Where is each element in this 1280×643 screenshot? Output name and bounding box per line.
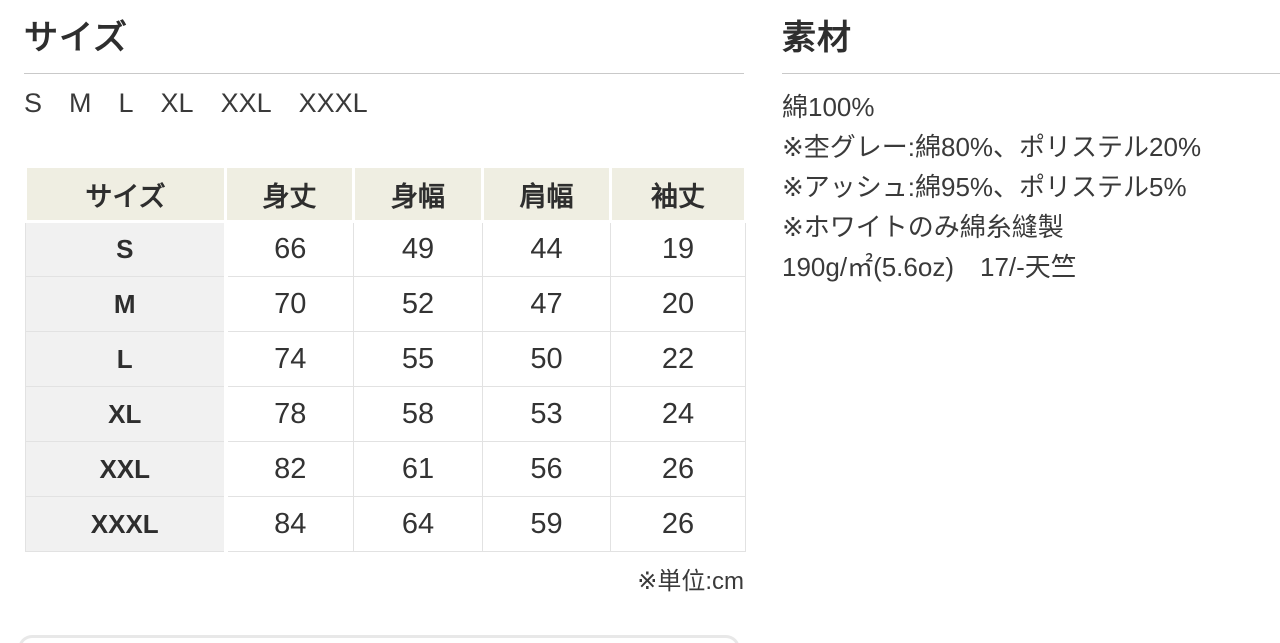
value-cell: 61 xyxy=(353,441,483,497)
table-row: XXL 82 61 56 26 xyxy=(25,441,746,497)
unit-note: ※単位:cm xyxy=(637,568,744,595)
size-options-list: S M L XL XXL XXXL xyxy=(24,88,744,119)
table-row: XL 78 58 53 24 xyxy=(25,386,746,442)
value-cell: 78 xyxy=(225,386,354,442)
value-cell: 50 xyxy=(482,331,611,387)
size-option: S xyxy=(24,88,43,118)
value-cell: 20 xyxy=(610,276,746,332)
size-chart-table: サイズ 身丈 身幅 肩幅 袖丈 S 66 49 44 19 M 70 xyxy=(24,165,747,552)
value-cell: 24 xyxy=(610,386,746,442)
size-option: L xyxy=(118,88,134,118)
material-line: 190g/㎡(5.6oz) 17/-天竺 xyxy=(782,252,1077,282)
table-row: L 74 55 50 22 xyxy=(25,331,746,387)
value-cell: 49 xyxy=(353,221,483,277)
size-cell: M xyxy=(25,276,228,332)
material-line: ※杢グレー:綿80%、ポリステル20% xyxy=(782,132,1202,162)
value-cell: 47 xyxy=(482,276,611,332)
value-cell: 53 xyxy=(482,386,611,442)
table-row: M 70 52 47 20 xyxy=(25,276,746,332)
header-body-length: 身丈 xyxy=(224,165,355,223)
value-cell: 66 xyxy=(225,221,354,277)
value-cell: 82 xyxy=(225,441,354,497)
value-cell: 56 xyxy=(482,441,611,497)
size-cell: XXXL xyxy=(25,496,228,552)
size-option: XL xyxy=(160,88,194,118)
material-section: 素材 綿100% ※杢グレー:綿80%、ポリステル20% ※アッシュ:綿95%、… xyxy=(782,0,1280,287)
size-section: サイズ S M L XL XXL XXXL サイズ 身丈 身幅 肩幅 袖丈 xyxy=(24,0,747,596)
size-cell: XL xyxy=(25,386,228,442)
size-cell: XXL xyxy=(25,441,228,497)
header-shoulder-width: 肩幅 xyxy=(481,165,612,223)
size-option: XXL xyxy=(220,88,272,118)
size-option: XXXL xyxy=(298,88,368,118)
table-row: S 66 49 44 19 xyxy=(25,221,746,277)
header-sleeve-length: 袖丈 xyxy=(609,165,747,223)
value-cell: 70 xyxy=(225,276,354,332)
value-cell: 22 xyxy=(610,331,746,387)
size-section-title: サイズ xyxy=(24,0,744,74)
value-cell: 59 xyxy=(482,496,611,552)
value-cell: 84 xyxy=(225,496,354,552)
material-description: 綿100% ※杢グレー:綿80%、ポリステル20% ※アッシュ:綿95%、ポリス… xyxy=(782,87,1280,287)
header-body-width: 身幅 xyxy=(352,165,484,223)
material-line: 綿100% xyxy=(782,92,875,122)
table-header-row: サイズ 身丈 身幅 肩幅 袖丈 xyxy=(24,165,747,223)
value-cell: 64 xyxy=(353,496,483,552)
size-cell: L xyxy=(25,331,228,387)
material-line: ※アッシュ:綿95%、ポリステル5% xyxy=(782,172,1187,202)
value-cell: 74 xyxy=(225,331,354,387)
material-line: ※ホワイトのみ綿糸縫製 xyxy=(782,212,1064,242)
table-row: XXXL 84 64 59 26 xyxy=(25,496,746,552)
value-cell: 44 xyxy=(482,221,611,277)
value-cell: 19 xyxy=(610,221,746,277)
value-cell: 58 xyxy=(353,386,483,442)
size-cell: S xyxy=(25,221,228,277)
material-section-title: 素材 xyxy=(782,0,1280,74)
value-cell: 55 xyxy=(353,331,483,387)
header-size: サイズ xyxy=(24,165,227,223)
value-cell: 26 xyxy=(610,441,746,497)
value-cell: 52 xyxy=(353,276,483,332)
value-cell: 26 xyxy=(610,496,746,552)
next-section-card-top-edge xyxy=(18,635,740,643)
size-option: M xyxy=(69,88,92,118)
